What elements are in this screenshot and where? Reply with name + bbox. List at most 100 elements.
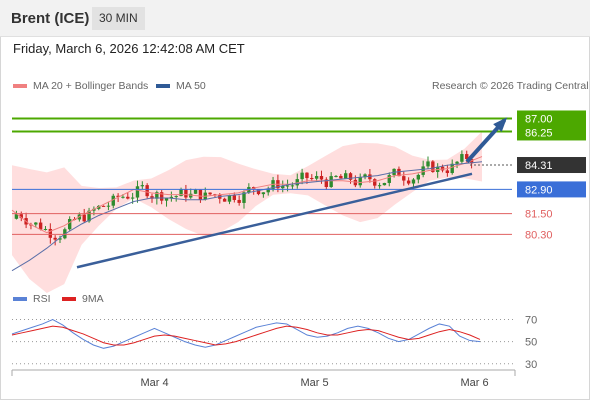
candle-body <box>261 192 266 195</box>
candle-body <box>266 188 270 193</box>
candle-body <box>208 192 212 195</box>
bollinger-band <box>12 131 482 293</box>
candle-body <box>310 178 314 180</box>
rsi-9ma-line <box>11 325 481 346</box>
level-label-80-30: 80.30 <box>525 229 553 241</box>
chart-datetime: Friday, March 6, 2026 12:42:08 AM CET <box>13 41 245 56</box>
copyright-note: Research © 2026 Trading Central <box>432 80 589 92</box>
level-label-86-25: 86.25 <box>525 127 553 139</box>
candle-body <box>242 192 246 203</box>
candle-body <box>101 205 106 207</box>
legend-ma20-bb: MA 20 + Bollinger Bands <box>13 80 148 92</box>
candle-body <box>382 182 387 186</box>
candle-body <box>387 175 391 183</box>
candle-body <box>145 185 149 197</box>
candle-body <box>440 166 445 171</box>
candle-body <box>106 205 111 207</box>
candle-body <box>329 176 333 188</box>
candle-body <box>373 179 377 186</box>
legend-label-rsi: RSI <box>33 293 51 305</box>
candle-body <box>48 228 53 238</box>
candle-body <box>334 175 338 177</box>
direction-arrow-head <box>493 117 508 132</box>
candle-body <box>155 192 159 199</box>
candle-body <box>343 173 348 179</box>
legend-ma50: MA 50 <box>156 80 206 92</box>
level-tag-84-31 <box>517 157 586 174</box>
candle-body <box>116 195 120 197</box>
candle-body <box>87 210 91 222</box>
legend-label-9ma: 9MA <box>82 293 104 305</box>
timeframe-badge[interactable]: 30 MIN <box>92 7 145 30</box>
candle-body <box>135 186 140 198</box>
candle-body <box>445 170 450 174</box>
x-tick-label: Mar 6 <box>460 377 488 389</box>
candle-body <box>295 179 299 186</box>
candle-body <box>164 198 169 201</box>
candle-body <box>358 177 362 186</box>
candle-body <box>130 197 135 199</box>
candle-body <box>43 228 48 230</box>
candle-body <box>300 172 304 180</box>
x-tick-label: Mar 5 <box>300 377 328 389</box>
legend-rsi: RSI <box>13 293 51 305</box>
candle-body <box>285 185 290 187</box>
candle-body <box>174 196 178 198</box>
level-tag-87-00 <box>517 110 586 127</box>
level-tag-82-90 <box>517 181 586 198</box>
support-trendline <box>76 172 473 269</box>
legend-swatch-9ma <box>62 297 76 302</box>
candle-body <box>416 174 421 180</box>
candle-body <box>281 186 285 189</box>
candle-body <box>465 154 469 160</box>
candle-body <box>348 173 353 180</box>
candle-body <box>339 175 343 179</box>
candle-body <box>460 154 464 162</box>
candle-body <box>377 185 382 187</box>
candle-body <box>232 195 237 200</box>
candle-body <box>14 214 19 219</box>
legend-swatch-ma50 <box>156 84 170 89</box>
candle-body <box>121 196 125 198</box>
rsi-tick-50: 50 <box>525 337 537 349</box>
rsi-tick-30: 30 <box>525 359 537 371</box>
candle-body <box>19 214 23 219</box>
candle-body <box>169 196 174 199</box>
ma20-line <box>11 156 483 234</box>
candle-body <box>126 196 130 199</box>
candle-body <box>455 161 459 164</box>
candle-body <box>58 238 62 240</box>
candle-body <box>319 176 324 180</box>
ma50-line <box>11 161 483 272</box>
candle-body <box>193 189 198 194</box>
candle-body <box>227 195 232 202</box>
candle-body <box>402 176 406 181</box>
candle-body <box>431 161 435 172</box>
candle-body <box>421 166 425 175</box>
candle-body <box>305 172 309 179</box>
candle-body <box>159 192 164 201</box>
candle-body <box>53 237 57 240</box>
candle-body <box>34 222 38 225</box>
candle-body <box>140 185 145 187</box>
legend-swatch-rsi <box>13 297 27 302</box>
candle-body <box>450 163 454 174</box>
legend-9ma: 9MA <box>62 293 104 305</box>
candle-body <box>67 219 72 230</box>
candle-body <box>406 180 411 184</box>
candle-body <box>290 185 295 187</box>
candle-body <box>198 189 203 200</box>
chart-header: Brent (ICE) 30 MIN <box>0 0 590 37</box>
candle-body <box>189 193 193 198</box>
candle-body <box>397 168 401 177</box>
candle-body <box>237 199 241 203</box>
legend-label-ma20: MA 20 + Bollinger Bands <box>33 80 149 92</box>
rsi-line <box>11 318 481 349</box>
candle-body <box>314 176 319 179</box>
candle-body <box>82 214 86 222</box>
level-label-82-90: 82.90 <box>525 184 553 196</box>
level-tag-86-25 <box>517 124 586 141</box>
candle-body <box>363 174 367 178</box>
level-label-84-31: 84.31 <box>525 160 553 172</box>
candle-body <box>111 195 115 206</box>
